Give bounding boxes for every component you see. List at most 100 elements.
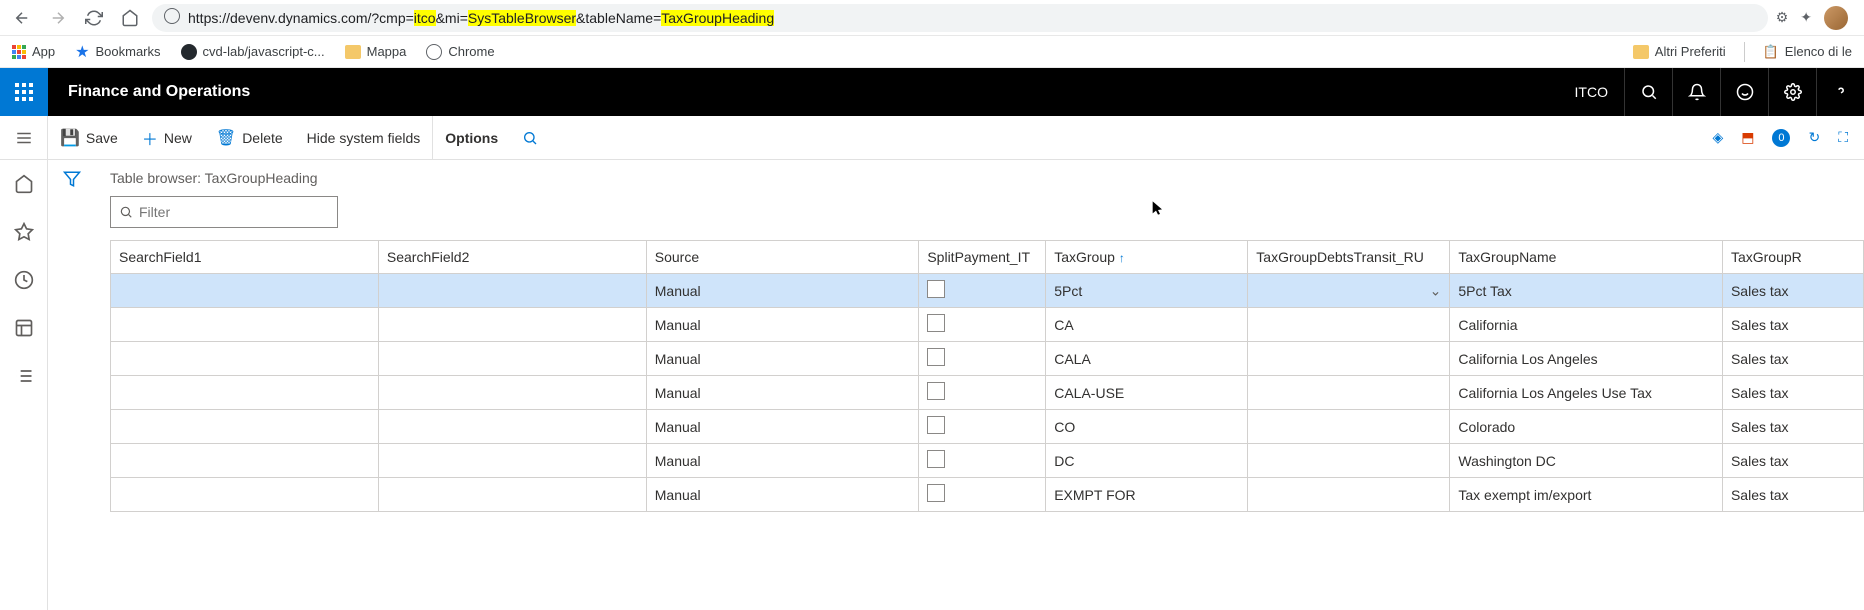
cell-taxgroupname[interactable]: California	[1450, 308, 1723, 342]
cell-taxgroupr[interactable]: Sales tax	[1722, 410, 1863, 444]
table-row[interactable]: ManualCALA-USECalifornia Los Angeles Use…	[111, 376, 1864, 410]
cell-splitpayment[interactable]	[919, 444, 1046, 478]
cell-taxgroupname[interactable]: 5Pct Tax	[1450, 274, 1723, 308]
diamond-icon[interactable]: ◈	[1712, 129, 1723, 146]
delete-button[interactable]: 🗑Delete	[204, 116, 295, 159]
nav-recent[interactable]	[14, 270, 34, 290]
checkbox[interactable]	[927, 348, 945, 366]
cell-taxgroup[interactable]: CO	[1046, 410, 1248, 444]
cell-taxgroupname[interactable]: Tax exempt im/export	[1450, 478, 1723, 512]
table-row[interactable]: Manual CO ColoradoSales tax	[111, 410, 1864, 444]
cell-taxgroupr[interactable]: Sales tax	[1722, 376, 1863, 410]
cell-taxgroupname[interactable]: Colorado	[1450, 410, 1723, 444]
cell-splitpayment[interactable]	[919, 308, 1046, 342]
cell-taxgroupdebts[interactable]	[1248, 376, 1450, 410]
bookmark-altri[interactable]: Altri Preferiti	[1633, 44, 1726, 59]
cell-searchfield2[interactable]	[378, 342, 646, 376]
checkbox[interactable]	[927, 416, 945, 434]
cell-searchfield2[interactable]	[378, 410, 646, 444]
cell-taxgroupr[interactable]: Sales tax	[1722, 478, 1863, 512]
cell-splitpayment[interactable]	[919, 478, 1046, 512]
forward-button[interactable]	[44, 4, 72, 32]
cell-searchfield1[interactable]	[111, 274, 379, 308]
cell-searchfield1[interactable]	[111, 444, 379, 478]
col-source[interactable]: Source	[646, 241, 919, 274]
cell-taxgroup[interactable]: EXMPT FOR	[1046, 478, 1248, 512]
cell-taxgroup[interactable]: CALA	[1046, 342, 1248, 376]
cell-taxgroup[interactable]: CALA-USE	[1046, 376, 1248, 410]
cell-taxgroupname[interactable]: Washington DC	[1450, 444, 1723, 478]
cell-taxgroupdebts[interactable]	[1248, 444, 1450, 478]
cell-source[interactable]: Manual	[646, 478, 919, 512]
nav-home[interactable]	[14, 174, 34, 194]
company-selector[interactable]: ITCO	[1559, 84, 1624, 100]
cell-taxgroupdebts[interactable]	[1248, 308, 1450, 342]
table-row[interactable]: ManualDCWashington DCSales tax	[111, 444, 1864, 478]
cell-source[interactable]: Manual	[646, 274, 919, 308]
col-taxgroupr[interactable]: TaxGroupR	[1722, 241, 1863, 274]
help-button[interactable]	[1816, 68, 1864, 116]
feedback-button[interactable]	[1720, 68, 1768, 116]
cell-taxgroupname[interactable]: California Los Angeles	[1450, 342, 1723, 376]
checkbox[interactable]	[927, 450, 945, 468]
cell-source[interactable]: Manual	[646, 308, 919, 342]
new-button[interactable]: ＋New	[130, 116, 204, 159]
profile-avatar[interactable]	[1824, 6, 1848, 30]
col-taxgroupdebts[interactable]: TaxGroupDebtsTransit_RU	[1248, 241, 1450, 274]
bookmark-repo[interactable]: cvd-lab/javascript-c...	[181, 44, 325, 60]
checkbox[interactable]	[927, 484, 945, 502]
bookmark-chrome[interactable]: Chrome	[426, 44, 494, 60]
hamburger-menu[interactable]	[0, 116, 48, 159]
hide-system-fields-button[interactable]: Hide system fields	[295, 116, 433, 159]
filter-pane-toggle[interactable]	[48, 160, 96, 610]
cell-searchfield2[interactable]	[378, 376, 646, 410]
filter-input[interactable]	[139, 204, 329, 220]
settings-button[interactable]	[1768, 68, 1816, 116]
checkbox[interactable]	[927, 280, 945, 298]
settings-gear-icon[interactable]: ⚙	[1776, 9, 1789, 26]
cell-taxgroup[interactable]: DC	[1046, 444, 1248, 478]
table-row[interactable]: Manual5Pct5Pct TaxSales tax	[111, 274, 1864, 308]
office-icon[interactable]: ⬒	[1741, 129, 1754, 146]
col-searchfield2[interactable]: SearchField2	[378, 241, 646, 274]
cell-splitpayment[interactable]	[919, 410, 1046, 444]
cell-taxgroupdebts[interactable]	[1248, 410, 1450, 444]
checkbox[interactable]	[927, 314, 945, 332]
cell-searchfield1[interactable]	[111, 478, 379, 512]
cell-taxgroupdebts[interactable]	[1248, 274, 1450, 308]
cell-searchfield2[interactable]	[378, 478, 646, 512]
bookmark-mappa[interactable]: Mappa	[345, 44, 407, 59]
nav-favorites[interactable]	[14, 222, 34, 242]
cell-taxgroupr[interactable]: Sales tax	[1722, 274, 1863, 308]
save-button[interactable]: 💾Save	[48, 116, 130, 159]
home-button[interactable]	[116, 4, 144, 32]
notifications-button[interactable]	[1672, 68, 1720, 116]
cell-source[interactable]: Manual	[646, 376, 919, 410]
apps-button[interactable]: App	[12, 44, 55, 59]
extensions-icon[interactable]: ✦	[1800, 9, 1812, 26]
cell-source[interactable]: Manual	[646, 410, 919, 444]
url-bar[interactable]: https://devenv.dynamics.com/?cmp=itco&mi…	[152, 4, 1768, 32]
search-button[interactable]	[1624, 68, 1672, 116]
search-action[interactable]	[510, 116, 550, 159]
table-row[interactable]: ManualCALACalifornia Los AngelesSales ta…	[111, 342, 1864, 376]
cell-searchfield2[interactable]	[378, 274, 646, 308]
cell-searchfield1[interactable]	[111, 410, 379, 444]
cell-splitpayment[interactable]	[919, 342, 1046, 376]
table-row[interactable]: Manual EXMPT FOR Tax exempt im/exportSales…	[111, 478, 1864, 512]
cell-searchfield1[interactable]	[111, 376, 379, 410]
col-taxgroup[interactable]: TaxGroup↑	[1046, 241, 1248, 274]
bookmark-bookmarks[interactable]: ★Bookmarks	[75, 42, 160, 62]
cell-searchfield1[interactable]	[111, 308, 379, 342]
cell-taxgroupr[interactable]: Sales tax	[1722, 342, 1863, 376]
app-launcher[interactable]	[0, 68, 48, 116]
filter-box[interactable]	[110, 196, 338, 228]
refresh-icon[interactable]: ↻	[1808, 129, 1820, 146]
col-splitpayment[interactable]: SplitPayment_IT	[919, 241, 1046, 274]
cell-source[interactable]: Manual	[646, 444, 919, 478]
table-row[interactable]: ManualCACaliforniaSales tax	[111, 308, 1864, 342]
cell-taxgroupdebts[interactable]	[1248, 342, 1450, 376]
col-searchfield1[interactable]: SearchField1	[111, 241, 379, 274]
nav-modules[interactable]	[14, 366, 34, 386]
cell-taxgroupdebts[interactable]	[1248, 478, 1450, 512]
